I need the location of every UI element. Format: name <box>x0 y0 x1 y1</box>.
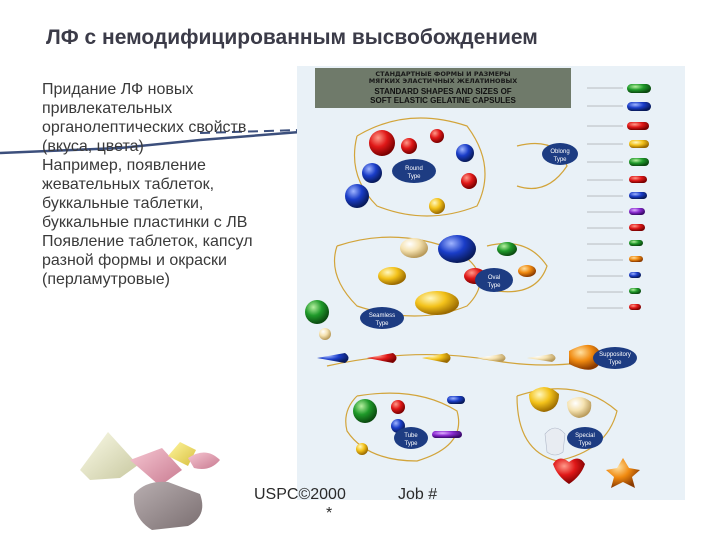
capsule-icon <box>438 235 476 263</box>
capsule-icon <box>305 300 329 324</box>
svg-text:Special: Special <box>575 433 595 439</box>
capsule-icon <box>429 198 445 214</box>
capsule-icon <box>401 138 417 154</box>
round-type-badge <box>392 159 436 183</box>
figure-capsule-icon <box>544 427 566 456</box>
svg-text:Type: Type <box>375 321 389 327</box>
tablet-icon <box>168 442 196 466</box>
capsule-icon <box>567 397 592 418</box>
capsule-icon <box>497 242 517 256</box>
capsule-icon <box>378 267 406 285</box>
tube-type-badge <box>394 427 428 449</box>
tablets-illustration <box>80 432 220 530</box>
oblong-label-lines <box>587 87 623 309</box>
capsule-icon <box>430 129 444 143</box>
paragraph-1: Придание ЛФ новых привлекательных органо… <box>42 81 247 155</box>
seamless-type-badge <box>360 307 404 329</box>
footer-job-number: Job # <box>398 486 438 503</box>
slide-title: ЛФ с немодифицированным высвобождением <box>46 26 538 49</box>
accent-line <box>0 129 301 155</box>
shell-capsule-icon <box>529 387 559 412</box>
tablet-icon <box>133 481 203 530</box>
paragraph-3: Появление таблеток, капсул разной формы … <box>42 233 253 288</box>
slide-body: Придание ЛФ новых привлекательных органо… <box>42 80 274 289</box>
svg-text:Type: Type <box>404 441 418 447</box>
capsule-icon <box>415 291 459 315</box>
svg-text:Type: Type <box>407 174 421 180</box>
capsule-icon <box>391 400 405 414</box>
capsule-icon <box>400 238 428 258</box>
svg-text:Suppository: Suppository <box>599 352 631 358</box>
capsule-icon <box>319 328 331 340</box>
poster-header: СТАНДАРТНЫЕ ФОРМЫ И РАЗМЕРЫ МЯГКИХ ЭЛАСТ… <box>315 68 571 108</box>
tablet-icon <box>130 448 182 486</box>
svg-text:Type: Type <box>553 157 567 163</box>
capsule-icon <box>345 184 369 208</box>
capsule-icon <box>369 130 395 156</box>
poster-header-ru: СТАНДАРТНЫЕ ФОРМЫ И РАЗМЕРЫ МЯГКИХ ЭЛАСТ… <box>368 70 518 85</box>
capsule-icon <box>356 443 368 455</box>
svg-text:Type: Type <box>608 360 622 366</box>
capsule-icon <box>362 163 382 183</box>
tablet-icon <box>188 452 220 469</box>
oblong-capsules <box>627 84 651 310</box>
heart-capsule-icon <box>553 458 585 484</box>
capsule-icon <box>518 265 536 277</box>
poster-header-en: STANDARD SHAPES AND SIZES OF SOFT ELASTI… <box>370 87 516 105</box>
oblong-type-badge <box>542 143 578 165</box>
round-type-label: Round <box>405 166 423 172</box>
footer-copyright: USPC©2000 <box>254 486 346 503</box>
footer-asterisk: * <box>326 505 333 522</box>
svg-text:Seamless: Seamless <box>369 313 395 319</box>
special-type-badge <box>567 427 603 449</box>
capsule-icon <box>432 431 462 438</box>
svg-text:Oval: Oval <box>488 275 500 281</box>
tablet-icon <box>80 432 138 480</box>
suppository-type-badge <box>593 347 637 369</box>
star-capsule-icon <box>606 458 640 488</box>
capsule-icon <box>461 173 477 189</box>
svg-text:Tube: Tube <box>404 433 418 439</box>
capsule-poster: Round Type Oblong Type <box>297 66 685 500</box>
capsule-icon <box>447 396 465 404</box>
oval-type-badge <box>475 268 513 292</box>
suppository-capsules <box>317 344 602 370</box>
svg-text:Type: Type <box>487 283 501 289</box>
svg-text:Type: Type <box>578 441 592 447</box>
capsule-icon <box>456 144 474 162</box>
capsule-icon <box>353 399 377 423</box>
capsule-illustrations: Round Type Oblong Type <box>305 84 651 488</box>
paragraph-2: Например, появление жевательных таблеток… <box>42 157 248 231</box>
svg-text:Oblong: Oblong <box>550 149 569 155</box>
